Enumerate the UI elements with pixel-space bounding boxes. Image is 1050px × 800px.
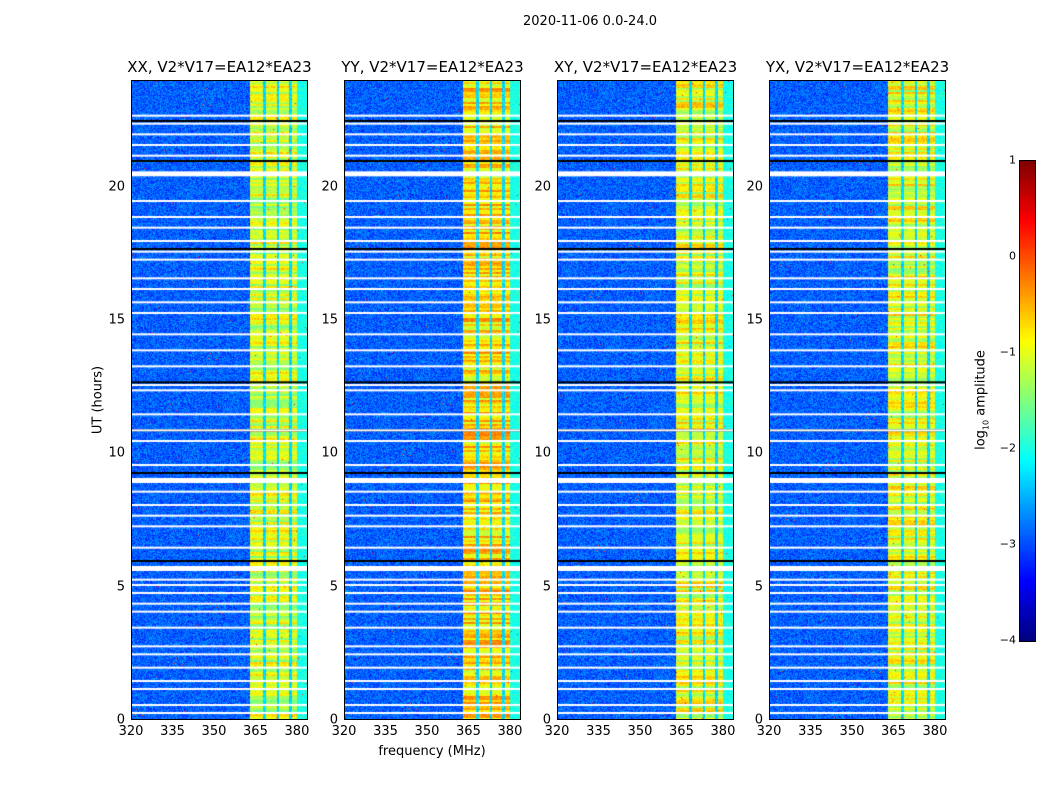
x-tick-label: 320 bbox=[118, 724, 144, 739]
axes-frame bbox=[344, 80, 521, 720]
y-tick-label: 15 bbox=[746, 312, 763, 328]
waterfall-panel: XX, V2*V17=EA12*EA23 320 335 350 365 380 0 5 10 1… bbox=[108, 58, 311, 739]
x-tick-label: 350 bbox=[201, 724, 227, 739]
waterfall-panel: YX, V2*V17=EA12*EA23 320 335 350 365 380 0 5 10 1… bbox=[746, 58, 949, 739]
y-tick-label: 5 bbox=[754, 579, 763, 595]
x-tick-label: 335 bbox=[160, 724, 185, 739]
panel-title: YX, V2*V17=EA12*EA23 bbox=[765, 58, 950, 76]
axes-frame bbox=[131, 80, 308, 720]
x-tick-label: 365 bbox=[243, 724, 268, 739]
colorbar-tick-label: −4 bbox=[999, 633, 1016, 647]
x-tick-label: 335 bbox=[373, 724, 398, 739]
x-tick-label: 365 bbox=[669, 724, 694, 739]
y-tick-label: 10 bbox=[746, 445, 763, 461]
y-axis-label: UT (hours) bbox=[90, 365, 106, 435]
x-tick-label: 320 bbox=[544, 724, 570, 739]
x-tick-label: 320 bbox=[331, 724, 357, 739]
panel-title: XX, V2*V17=EA12*EA23 bbox=[127, 58, 312, 76]
y-tick-label: 10 bbox=[108, 445, 125, 461]
y-tick-label: 0 bbox=[754, 712, 763, 728]
waterfall-panel: YY, V2*V17=EA12*EA23 320 335 350 365 380 0 5 10 1… bbox=[321, 58, 523, 739]
x-tick-label: 380 bbox=[922, 724, 948, 739]
y-tick-label: 5 bbox=[116, 579, 125, 595]
figure-title: 2020-11-06 0.0-24.0 bbox=[523, 14, 657, 29]
heatmap-image bbox=[557, 80, 734, 720]
x-tick-label: 380 bbox=[284, 724, 310, 739]
x-tick-label: 350 bbox=[839, 724, 865, 739]
colorbar bbox=[1019, 160, 1036, 642]
colorbar-label: log10 amplitude bbox=[973, 350, 991, 450]
y-tick-label: 10 bbox=[321, 445, 338, 461]
x-tick-label: 320 bbox=[756, 724, 782, 739]
colorbar-tick-label: 0 bbox=[1009, 249, 1016, 263]
y-tick-label: 20 bbox=[108, 179, 125, 195]
y-tick-label: 5 bbox=[329, 579, 338, 595]
x-tick-label: 380 bbox=[710, 724, 736, 739]
waterfall-panel: XY, V2*V17=EA12*EA23 320 335 350 365 380 0 5 10 1… bbox=[534, 58, 737, 739]
y-tick-label: 15 bbox=[321, 312, 338, 328]
y-tick-label: 10 bbox=[534, 445, 551, 461]
colorbar-gradient bbox=[1020, 161, 1035, 641]
panel-title: YY, V2*V17=EA12*EA23 bbox=[341, 58, 524, 76]
x-tick-label: 350 bbox=[414, 724, 440, 739]
colorbar-tick-label: −3 bbox=[999, 537, 1016, 551]
y-tick-label: 20 bbox=[534, 179, 551, 195]
y-tick-label: 20 bbox=[321, 179, 338, 195]
heatmap-image bbox=[769, 80, 946, 720]
axes-frame bbox=[557, 80, 734, 720]
colorbar-tick-label: −2 bbox=[999, 441, 1016, 455]
y-tick-label: 0 bbox=[329, 712, 338, 728]
colorbar-tick-label: 1 bbox=[1009, 153, 1016, 167]
colorbar-tick-label: −1 bbox=[999, 345, 1016, 359]
y-tick-label: 0 bbox=[116, 712, 125, 728]
y-tick-label: 15 bbox=[534, 312, 551, 328]
axes-frame bbox=[769, 80, 946, 720]
x-axis-label: frequency (MHz) bbox=[378, 744, 486, 759]
x-tick-label: 335 bbox=[586, 724, 611, 739]
y-tick-label: 20 bbox=[746, 179, 763, 195]
x-tick-label: 350 bbox=[627, 724, 653, 739]
x-tick-label: 365 bbox=[881, 724, 906, 739]
x-tick-label: 365 bbox=[456, 724, 481, 739]
y-tick-label: 5 bbox=[542, 579, 551, 595]
x-tick-label: 335 bbox=[798, 724, 823, 739]
y-tick-label: 15 bbox=[108, 312, 125, 328]
y-tick-label: 0 bbox=[542, 712, 551, 728]
x-tick-label: 380 bbox=[497, 724, 523, 739]
panel-title: XY, V2*V17=EA12*EA23 bbox=[553, 58, 738, 76]
heatmap-image bbox=[344, 80, 521, 720]
heatmap-image bbox=[131, 80, 308, 720]
